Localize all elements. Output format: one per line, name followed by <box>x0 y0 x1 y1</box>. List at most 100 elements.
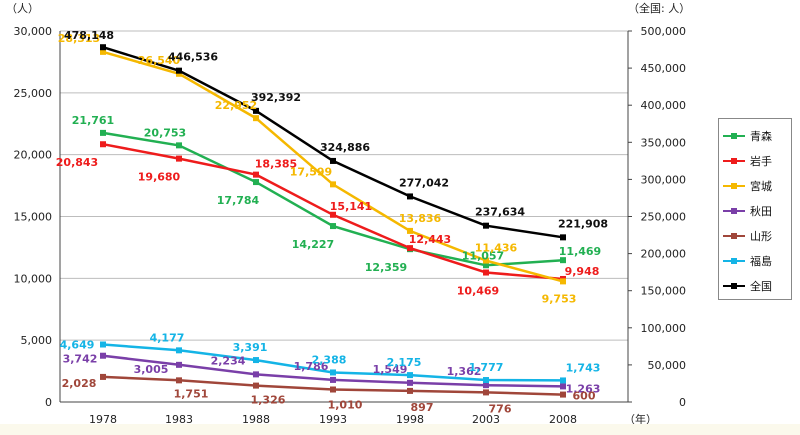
legend-label: 秋田 <box>750 204 772 218</box>
right-tick-label: 50,000 <box>648 359 687 372</box>
data-point <box>253 371 259 378</box>
left-tick-label: 10,000 <box>14 272 53 285</box>
left-tick-label: 25,000 <box>14 87 53 100</box>
right-tick-label: 500,000 <box>641 25 687 38</box>
data-label: 14,227 <box>292 238 334 251</box>
x-tick-label: 2003 <box>472 413 500 426</box>
data-point <box>483 269 489 276</box>
data-point <box>176 361 182 368</box>
data-label: 18,385 <box>255 158 297 171</box>
data-label: 22,952 <box>215 99 257 112</box>
data-label: 1,010 <box>328 399 363 412</box>
data-label: 2,234 <box>211 354 246 367</box>
data-label: 776 <box>489 402 512 415</box>
x-tick-label: 1978 <box>89 413 117 426</box>
data-point <box>560 391 566 398</box>
left-tick-label: 5,000 <box>21 334 53 347</box>
legend-marker-icon <box>723 205 745 217</box>
data-label: 4,649 <box>60 339 95 352</box>
right-tick-label: 450,000 <box>641 62 687 75</box>
right-unit-label: （全国: 人） <box>628 1 690 15</box>
right-tick-label: 200,000 <box>641 248 687 261</box>
data-label: 446,536 <box>168 51 218 64</box>
data-label: 3,742 <box>63 353 98 366</box>
data-point <box>330 376 336 383</box>
data-point <box>560 383 566 390</box>
x-tick-label: 1988 <box>242 413 270 426</box>
data-point <box>407 193 413 200</box>
legend-marker-icon <box>723 255 745 267</box>
data-label: 1,786 <box>294 360 329 373</box>
data-label: 2,175 <box>387 356 422 369</box>
legend-marker-icon <box>723 280 745 292</box>
axis-unit-labels: （人） （全国: 人） （年） <box>6 1 690 426</box>
left-tick-label: 20,000 <box>14 149 53 162</box>
data-label: 2,028 <box>62 377 97 390</box>
data-label: 13,836 <box>399 212 442 225</box>
data-point <box>253 107 259 114</box>
right-tick-label: 400,000 <box>641 99 687 112</box>
axes: 0 5,000 10,000 15,000 20,000 25,000 30,000 0 50,… <box>14 25 687 426</box>
data-point <box>330 181 336 188</box>
data-point <box>100 141 106 148</box>
x-tick-label: 1993 <box>319 413 347 426</box>
right-tick-label: 150,000 <box>641 285 687 298</box>
data-point <box>330 223 336 230</box>
data-label: 237,634 <box>475 206 525 219</box>
legend-item: 福島 <box>723 248 787 273</box>
data-point <box>253 171 259 178</box>
data-label: 12,443 <box>409 233 451 246</box>
right-tick-label: 250,000 <box>641 211 687 224</box>
data-point <box>483 389 489 396</box>
left-tick-label: 15,000 <box>14 211 53 224</box>
data-point <box>176 67 182 74</box>
legend-marker-icon <box>723 130 745 142</box>
data-point <box>483 377 489 384</box>
data-point <box>560 234 566 241</box>
data-point <box>176 347 182 354</box>
data-point <box>330 369 336 376</box>
data-label: 9,948 <box>565 265 600 278</box>
data-label: 897 <box>411 401 434 414</box>
data-label: 1,751 <box>174 387 209 400</box>
data-label: 15,141 <box>330 200 372 213</box>
data-label: 600 <box>573 390 596 403</box>
right-tick-label: 300,000 <box>641 173 687 186</box>
legend-label: 青森 <box>750 129 772 143</box>
data-label: 11,469 <box>559 245 601 258</box>
data-point <box>330 211 336 218</box>
data-point <box>253 382 259 389</box>
x-tick-label: 2008 <box>549 413 577 426</box>
data-point <box>483 222 489 229</box>
x-tick-label: 1998 <box>396 413 424 426</box>
series-lines <box>100 44 566 398</box>
data-point <box>100 352 106 359</box>
left-unit-label: （人） <box>6 2 39 15</box>
right-tick-label: 350,000 <box>641 136 687 149</box>
legend: 青森 岩手 宮城 秋田 山形 福島 全国 <box>718 118 792 300</box>
left-tick-label: 30,000 <box>14 25 53 38</box>
legend-marker-icon <box>723 180 745 192</box>
gridlines <box>60 30 628 403</box>
data-point <box>407 387 413 394</box>
legend-item: 全国 <box>723 273 787 298</box>
data-label: 26,540 <box>138 54 181 67</box>
legend-item: 宮城 <box>723 173 787 198</box>
data-label: 11,436 <box>475 242 518 255</box>
data-label: 277,042 <box>399 176 449 189</box>
data-label: 324,886 <box>320 141 370 154</box>
data-point <box>100 373 106 380</box>
data-label: 478,148 <box>64 29 114 42</box>
data-point <box>176 142 182 149</box>
data-label: 12,359 <box>365 261 407 274</box>
right-tick-label: 0 <box>679 396 686 409</box>
data-label: 3,391 <box>233 341 268 354</box>
data-point <box>483 382 489 389</box>
data-point <box>100 129 106 136</box>
data-point <box>176 377 182 384</box>
data-point <box>253 357 259 364</box>
x-tick-label: 1983 <box>165 413 193 426</box>
data-point <box>253 115 259 122</box>
data-label: 3,005 <box>134 363 169 376</box>
